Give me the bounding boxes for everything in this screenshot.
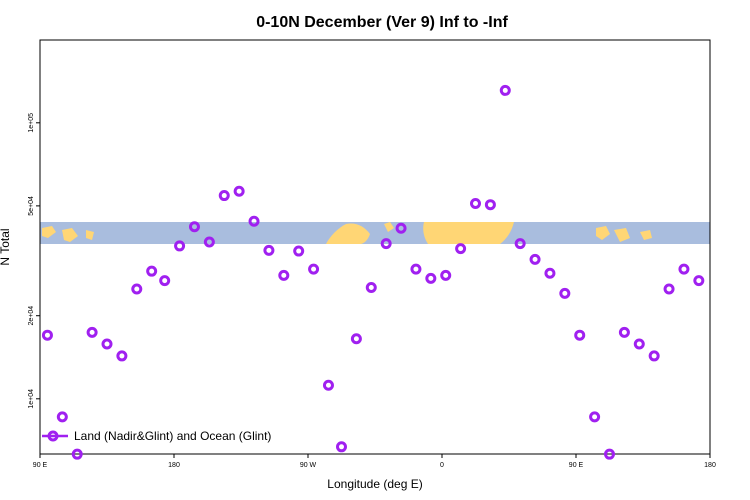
data-point	[589, 411, 601, 423]
data-point	[71, 448, 83, 460]
y-axis-label: N Total	[0, 228, 12, 265]
world-map-band	[40, 222, 710, 244]
data-point	[116, 350, 128, 362]
land-islands-west	[42, 226, 94, 242]
data-point	[529, 253, 541, 265]
x-tick-label: 180	[168, 462, 180, 469]
data-point	[365, 282, 377, 294]
data-point	[248, 215, 260, 227]
data-point	[574, 329, 586, 341]
plot-frame	[39, 39, 711, 455]
data-point	[484, 199, 496, 211]
x-tick-label: 90 E	[569, 462, 584, 469]
land-africa	[423, 222, 514, 244]
data-point	[678, 263, 690, 275]
data-point	[56, 411, 68, 423]
x-tick-label: 90 E	[33, 462, 48, 469]
data-point	[499, 84, 511, 96]
chart-title: 0-10N December (Ver 9) Inf to -Inf	[256, 14, 508, 31]
land-americas	[326, 223, 370, 244]
data-point	[188, 221, 200, 233]
data-point	[308, 263, 320, 275]
legend: Land (Nadir&Glint) and Ocean (Glint)	[42, 429, 271, 443]
data-point	[203, 236, 215, 248]
data-point	[101, 338, 113, 350]
y-tick-label: 1e+04	[28, 389, 35, 409]
data-point	[440, 269, 452, 281]
data-point	[410, 263, 422, 275]
data-point	[350, 333, 362, 345]
land-central-america	[384, 222, 394, 232]
data-points	[41, 84, 705, 460]
data-point	[218, 190, 230, 202]
data-point	[633, 338, 645, 350]
y-tick-label: 5e+04	[28, 196, 35, 216]
data-point	[174, 240, 186, 252]
data-point	[693, 275, 705, 287]
data-point	[604, 448, 615, 460]
data-point	[322, 379, 334, 391]
data-point	[41, 329, 53, 341]
y-tick-label: 1e+05	[28, 113, 35, 133]
data-point	[395, 222, 407, 234]
data-point	[278, 269, 290, 281]
legend-label: Land (Nadir&Glint) and Ocean (Glint)	[74, 429, 271, 443]
data-point	[544, 267, 556, 279]
data-point	[380, 238, 392, 250]
data-point	[618, 326, 630, 338]
data-point	[425, 272, 437, 284]
data-point	[146, 265, 158, 277]
data-point	[86, 326, 98, 338]
data-point	[514, 238, 526, 250]
data-point	[131, 283, 143, 295]
x-tick-label: 180	[704, 462, 716, 469]
data-point	[455, 243, 467, 255]
x-tick-label: 0	[440, 462, 444, 469]
y-axis: 1e+04 2e+04 5e+04 1e+05	[28, 113, 40, 409]
data-point	[233, 185, 245, 197]
data-point	[336, 441, 347, 453]
data-point	[293, 245, 305, 257]
data-point	[159, 275, 171, 287]
data-point	[559, 287, 571, 299]
data-point	[263, 244, 275, 256]
x-tick-label: 90 W	[300, 462, 317, 469]
x-axis: 90 E 180 90 W 0 90 E 180	[33, 454, 716, 469]
land-islands-east	[596, 226, 652, 242]
x-axis-label: Longitude (deg E)	[327, 477, 422, 491]
legend-marker	[47, 430, 59, 442]
data-point	[648, 350, 660, 362]
data-point	[470, 198, 481, 210]
data-point	[663, 283, 675, 295]
y-tick-label: 2e+04	[28, 306, 35, 326]
